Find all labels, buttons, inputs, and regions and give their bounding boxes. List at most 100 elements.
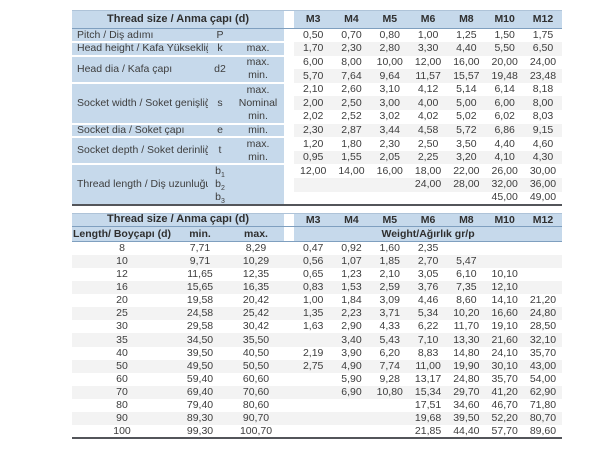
weight-cell: 2,59 [379, 281, 400, 294]
weight-cell: 24,80 [453, 372, 480, 385]
weight-row: 100 99,30 100,70 21,85 44,40 57,70 89,60 [72, 425, 562, 439]
value-cell: 6,50 [523, 42, 563, 56]
value-cell: 2,00 [294, 96, 333, 111]
value-cell: 22,00 [453, 164, 480, 177]
value-cell: 2,10 [302, 83, 324, 96]
value-cell [332, 178, 371, 192]
weight-cell [332, 425, 370, 438]
gap-cell [284, 110, 295, 124]
value-cell: 4,58 [408, 123, 448, 138]
size-column-header: M4 [332, 10, 371, 29]
value-cell: 4,10 [485, 150, 524, 165]
max-cell: 80,60 [242, 398, 270, 411]
weight-cell: 3,40 [341, 333, 362, 346]
max-cell: 60,60 [242, 372, 270, 385]
weight-cell: 39,50 [453, 412, 480, 425]
min-cell: 19,58 [186, 294, 214, 307]
value-cell: 4,40 [494, 137, 515, 150]
weight-cell: 11,70 [453, 320, 480, 333]
weight-cell: 1,63 [302, 320, 324, 333]
value-cell: 10,00 [376, 55, 403, 68]
weight-cell: 2,90 [341, 320, 362, 333]
qualifier-cell [232, 191, 285, 206]
value-cell: 2,50 [332, 96, 371, 111]
length-cell: 16 [116, 281, 128, 294]
weight-cell: 2,23 [341, 307, 362, 320]
weight-cell: 17,51 [414, 398, 442, 411]
length-cell: 10 [116, 254, 128, 267]
weight-cell: 3,05 [417, 268, 439, 281]
value-cell: 7,64 [332, 69, 371, 83]
gap-cell [284, 359, 295, 373]
value-cell: 16,00 [453, 55, 480, 68]
value-cell: 16,00 [376, 164, 403, 177]
gap-cell [284, 191, 295, 206]
max-cell: 35,50 [242, 333, 270, 346]
label-cell: Head dia / Kafa çapı [72, 54, 208, 83]
value-cell: 5,50 [485, 42, 524, 56]
value-cell: 4,00 [408, 96, 448, 111]
weight-cell: 4,90 [341, 359, 362, 372]
value-cell: 5,70 [294, 69, 333, 83]
value-cell [447, 192, 485, 206]
weight-cell: 14,10 [491, 294, 518, 307]
weight-cell: 10,20 [453, 307, 480, 320]
weight-cell: 5,47 [456, 254, 477, 267]
weight-cell: 3,76 [417, 281, 439, 294]
value-cell: 1,55 [332, 150, 371, 165]
weight-cell: 21,60 [491, 333, 518, 346]
size-column-header: M3 [294, 213, 333, 228]
spec-row: b3 45,00 49,00 [72, 191, 562, 206]
weight-cell [294, 373, 332, 386]
min-cell: 7,71 [189, 242, 211, 255]
weight-cell: 8,60 [456, 294, 477, 307]
weight-cell [486, 255, 524, 268]
weight-cell: 0,56 [302, 254, 324, 267]
value-cell [371, 192, 409, 206]
value-cell: 5,72 [447, 123, 486, 138]
weight-cell: 30,10 [491, 359, 518, 372]
symbol-cell: d2 [208, 54, 232, 83]
spec-table-body: Pitch / Diş adımı P 0,50 0,70 0,80 1,00 1,25 1,… [72, 28, 563, 206]
min-cell: 34,50 [186, 333, 214, 346]
value-cell: 1,70 [294, 42, 333, 56]
weight-cell: 13,17 [414, 372, 442, 385]
value-cell: 1,80 [341, 137, 362, 150]
value-cell: 19,48 [485, 69, 524, 83]
qualifier-cell [232, 28, 285, 43]
weight-cell: 24,80 [529, 307, 557, 320]
weight-cell: 2,35 [417, 242, 439, 255]
gap-cell [284, 123, 295, 138]
weight-cell [371, 412, 409, 425]
weight-cell: 29,70 [453, 385, 480, 398]
size-column-header: M10 [485, 10, 524, 29]
value-cell: 20,00 [491, 55, 518, 68]
spec-row: Nominal 2,00 2,50 3,00 4,00 5,00 6,00 8,00 [72, 96, 563, 111]
weight-cell: 3,09 [379, 294, 400, 307]
max-cell: 30,42 [242, 320, 270, 333]
value-cell: 2,30 [332, 42, 371, 56]
weight-row: 50 49,50 50,50 2,75 4,90 7,74 11,00 19,90 30,10 4… [72, 359, 563, 373]
weight-cell: 1,23 [341, 268, 362, 281]
min-cell: 89,30 [186, 412, 214, 425]
value-cell: 4,02 [417, 110, 439, 123]
weight-cell [294, 386, 332, 399]
size-column-header: M8 [447, 10, 486, 29]
value-cell: 9,64 [370, 69, 409, 83]
value-cell: 49,00 [529, 191, 557, 204]
weight-cell: 9,28 [379, 372, 400, 385]
spec-table-title: Thread size / Anma çapı (d) [72, 10, 285, 29]
min-cell: 69,40 [186, 385, 214, 398]
weight-table-body: 8 7,71 8,29 0,47 0,92 1,60 2,35 10 9,71 10,29 0,56… [72, 241, 563, 439]
value-cell: 5,02 [456, 110, 477, 123]
weight-cell: 0,83 [302, 281, 324, 294]
value-cell [370, 178, 409, 192]
weight-cell: 6,90 [341, 385, 362, 398]
spec-row: min. 2,02 2,52 3,02 4,02 5,02 6,02 8,03 [72, 110, 562, 124]
gap-cell [284, 372, 295, 386]
gap-cell [284, 268, 295, 282]
weight-cell [294, 425, 332, 438]
length-cell: 8 [119, 242, 125, 255]
weight-cell: 8,83 [417, 346, 439, 359]
length-cell: 25 [116, 307, 128, 320]
